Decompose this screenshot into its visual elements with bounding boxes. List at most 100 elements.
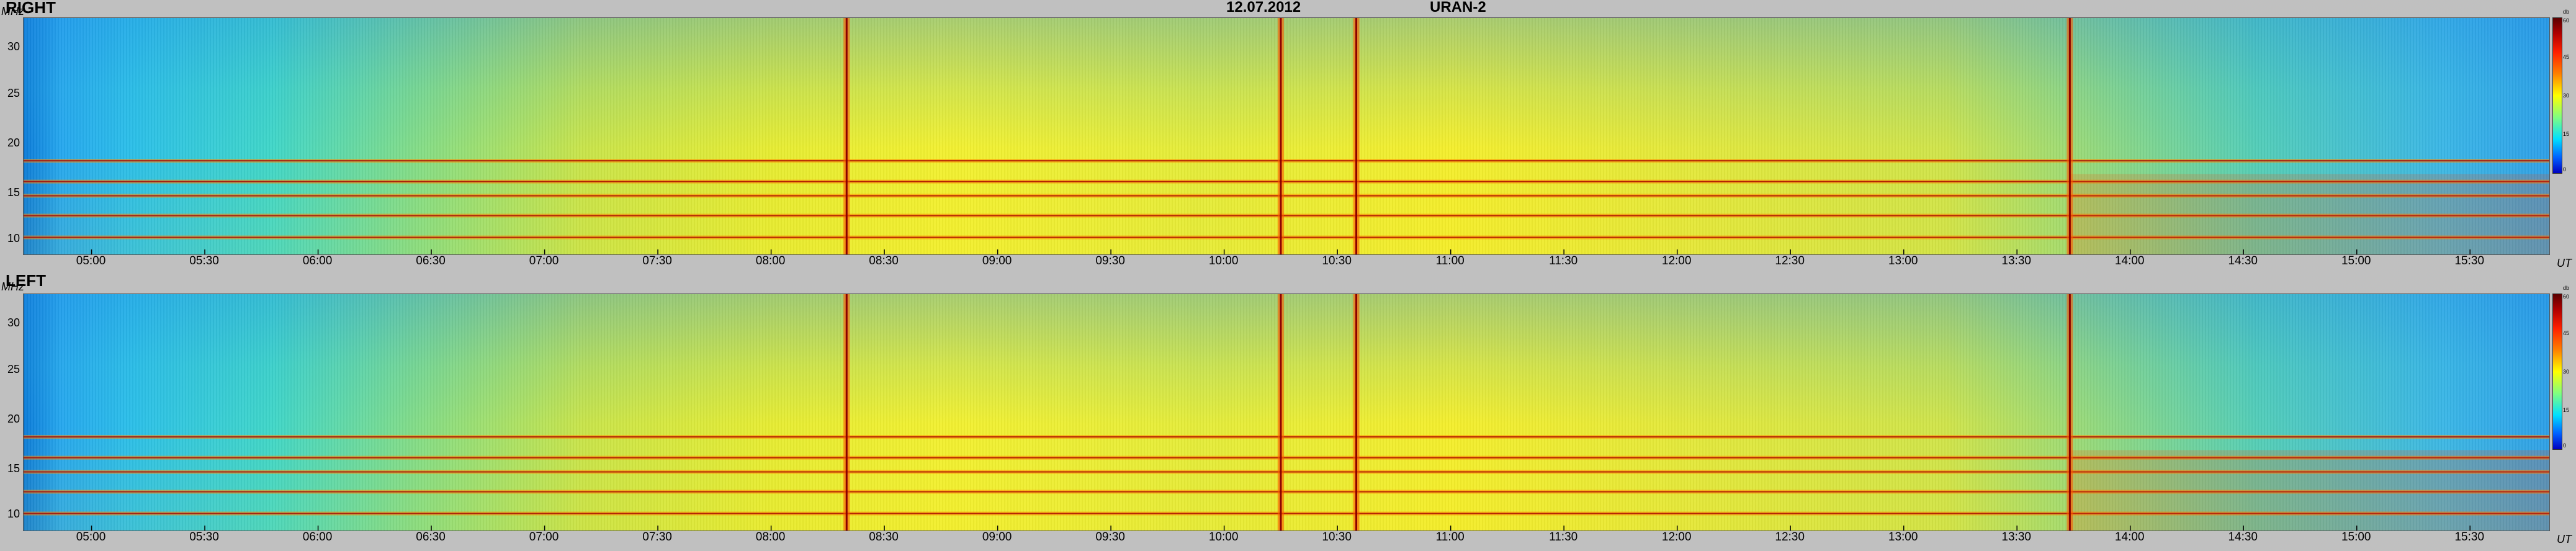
x-tick-label: 11:30 (1549, 531, 1578, 544)
x-tick-label: 09:30 (1095, 531, 1125, 544)
x-tick-label: 12:30 (1775, 254, 1805, 267)
panel-title-right: RIGHT (6, 0, 56, 17)
colorbar-left (2552, 293, 2562, 450)
colorbar-right (2552, 17, 2562, 174)
interference-band-core (24, 471, 2549, 473)
x-tick-label: 08:00 (755, 254, 786, 267)
x-tick-label: 11:30 (1549, 254, 1578, 267)
x-tick-label: 13:00 (1888, 531, 1918, 544)
x-tick-label: 05:00 (76, 531, 106, 544)
x-tick-label: 08:00 (755, 531, 786, 544)
interference-band-core (24, 181, 2549, 182)
x-tick-label: 07:30 (642, 531, 672, 544)
x-tick-label: 14:00 (2114, 254, 2145, 267)
y-tick-label: 20 (7, 137, 20, 149)
interference-band-core (24, 491, 2549, 493)
late-band-region (2070, 450, 2549, 531)
y-tick-label: 10 (7, 508, 20, 520)
x-tick-label: 05:30 (189, 531, 219, 544)
y-tick-label: 10 (7, 232, 20, 244)
x-unit-label-left: UT (2557, 533, 2572, 545)
y-tick-label: 25 (7, 363, 20, 375)
x-tick-label: 08:30 (869, 531, 899, 544)
y-unit-label-right: MHz (1, 5, 24, 17)
x-tick-label: 05:00 (76, 254, 106, 267)
late-band-region (2070, 174, 2549, 254)
x-tick-label: 11:00 (1435, 254, 1465, 267)
x-tick-label: 13:30 (2001, 531, 2031, 544)
x-unit-label-right: UT (2557, 257, 2572, 269)
radio-burst-core (2068, 18, 2071, 254)
x-tick-label: 06:30 (416, 254, 446, 267)
radio-burst-core (845, 294, 848, 531)
spectrogram-right (23, 17, 2550, 255)
colorbar-tick: 0 (2563, 166, 2567, 172)
y-tick-label: 25 (7, 87, 20, 99)
spectrogram-left (23, 293, 2550, 531)
colorbar-tick: 60 (2563, 293, 2570, 300)
y-unit-label-left: MHz (1, 280, 24, 293)
instrument-name: URAN-2 (1430, 0, 1486, 16)
x-tick-label: 09:30 (1095, 254, 1125, 267)
y-tick-label: 20 (7, 413, 20, 425)
x-tick-label: 12:00 (1661, 531, 1692, 544)
x-tick-label: 07:00 (529, 531, 559, 544)
x-tick-label: 10:00 (1208, 254, 1239, 267)
colorbar-unit-left: db (2563, 285, 2570, 291)
spectrogram-overlay-left (24, 294, 2549, 531)
colorbar-tick: 0 (2563, 442, 2567, 449)
x-tick-label: 10:30 (1322, 254, 1352, 267)
radio-burst-core (1355, 18, 1358, 254)
radio-burst-core (2068, 294, 2071, 531)
x-tick-label: 12:00 (1661, 254, 1692, 267)
x-tick-label: 06:00 (302, 531, 333, 544)
interference-band-core (24, 457, 2549, 459)
x-tick-label: 07:00 (529, 254, 559, 267)
x-tick-label: 10:00 (1208, 531, 1239, 544)
panel-title-left: LEFT (6, 271, 46, 290)
interference-band-core (24, 215, 2549, 217)
x-tick-label: 15:00 (2341, 531, 2371, 544)
x-tick-label: 05:30 (189, 254, 219, 267)
colorbar-tick: 45 (2563, 54, 2570, 60)
x-tick-label: 07:30 (642, 254, 672, 267)
x-tick-label: 14:00 (2114, 531, 2145, 544)
x-tick-label: 14:30 (2228, 254, 2258, 267)
x-tick-label: 08:30 (869, 254, 899, 267)
x-tick-label: 15:00 (2341, 254, 2371, 267)
x-tick-label: 13:00 (1888, 254, 1918, 267)
x-tick-label: 13:30 (2001, 254, 2031, 267)
x-tick-label: 06:00 (302, 254, 333, 267)
radio-burst-core (1280, 18, 1282, 254)
radio-burst-core (1355, 294, 1358, 531)
x-tick-label: 15:30 (2454, 254, 2485, 267)
x-tick-label: 06:30 (416, 531, 446, 544)
interference-band-core (24, 436, 2549, 438)
x-tick-label: 14:30 (2228, 531, 2258, 544)
radio-burst-core (845, 18, 848, 254)
y-tick-label: 30 (7, 40, 20, 53)
colorbar-unit-right: db (2563, 9, 2570, 15)
y-tick-label: 30 (7, 316, 20, 329)
x-tick-label: 15:30 (2454, 531, 2485, 544)
colorbar-tick: 30 (2563, 369, 2570, 375)
x-tick-label: 09:00 (982, 531, 1012, 544)
colorbar-tick: 15 (2563, 407, 2570, 413)
spectrogram-overlay-right (24, 18, 2549, 254)
x-tick-label: 09:00 (982, 254, 1012, 267)
colorbar-tick: 60 (2563, 17, 2570, 24)
colorbar-tick: 15 (2563, 131, 2570, 137)
interference-band-core (24, 195, 2549, 197)
y-tick-label: 15 (7, 186, 20, 199)
interference-band-core (24, 513, 2549, 514)
interference-band-core (24, 236, 2549, 238)
colorbar-tick: 45 (2563, 330, 2570, 336)
colorbar-tick: 30 (2563, 92, 2570, 99)
x-tick-label: 11:00 (1435, 531, 1465, 544)
radio-burst-core (1280, 294, 1282, 531)
y-tick-label: 15 (7, 462, 20, 475)
x-tick-label: 10:30 (1322, 531, 1352, 544)
interference-band-core (24, 160, 2549, 162)
observation-date: 12.07.2012 (1226, 0, 1301, 16)
x-tick-label: 12:30 (1775, 531, 1805, 544)
